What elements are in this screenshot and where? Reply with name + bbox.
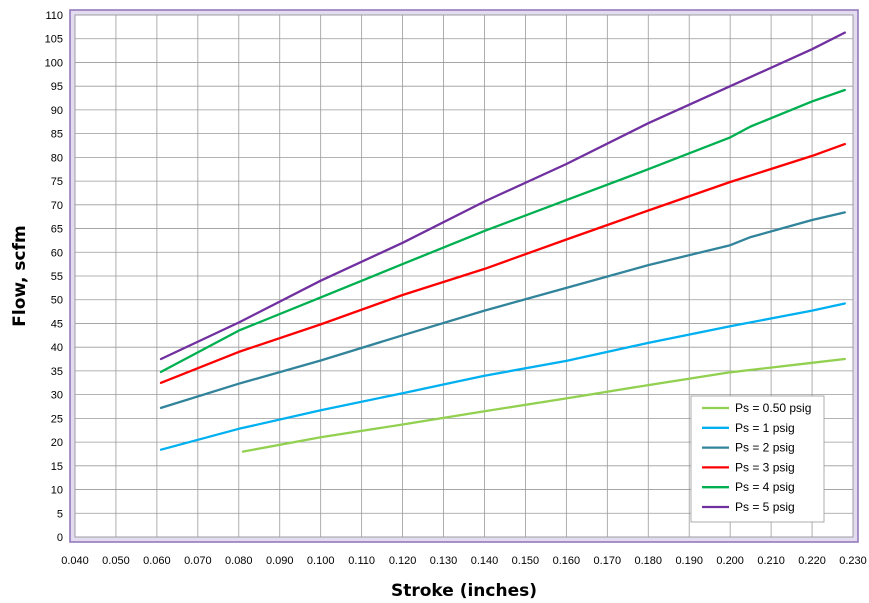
- y-tick-label: 50: [51, 295, 63, 307]
- x-tick-label: 0.200: [716, 555, 744, 567]
- y-tick-label: 80: [51, 152, 63, 164]
- x-tick-label: 0.120: [389, 555, 417, 567]
- legend: Ps = 0.50 psig Ps = 1 psig Ps = 2 psig Ps =…: [690, 395, 825, 523]
- y-tick-label: 105: [45, 34, 63, 46]
- x-axis-title: Stroke (inches): [391, 581, 537, 601]
- y-tick-label: 10: [51, 485, 63, 497]
- x-tick-label: 0.080: [225, 555, 253, 567]
- x-tick-label: 0.070: [184, 555, 212, 567]
- x-tick-label: 0.100: [307, 555, 335, 567]
- y-tick-label: 30: [51, 390, 63, 402]
- y-tick-label: 35: [51, 366, 63, 378]
- grid-lines: [74, 14, 854, 538]
- legend-label: Ps = 4 psig: [735, 480, 795, 494]
- series-line-2: [159, 211, 846, 410]
- legend-label: Ps = 2 psig: [735, 441, 795, 455]
- series-line-3: [159, 142, 846, 384]
- series-line-5: [159, 31, 846, 361]
- y-tick-label: 60: [51, 247, 63, 259]
- y-tick-label: 20: [51, 437, 63, 449]
- x-tick-label: 0.220: [798, 555, 826, 567]
- series-lines: [159, 31, 846, 453]
- y-tick-label: 70: [51, 200, 63, 212]
- y-tick-label: 45: [51, 318, 63, 330]
- y-tick-label: 100: [45, 57, 63, 69]
- y-tick-label: 0: [57, 532, 63, 544]
- x-tick-label: 0.040: [61, 555, 89, 567]
- x-tick-label: 0.190: [675, 555, 703, 567]
- x-tick-label: 0.130: [430, 555, 458, 567]
- y-tick-label: 55: [51, 271, 63, 283]
- y-tick-label: 5: [57, 508, 63, 520]
- y-tick-label: 65: [51, 224, 63, 236]
- x-tick-label: 0.140: [471, 555, 499, 567]
- x-tick-label: 0.180: [634, 555, 662, 567]
- legend-label: Ps = 5 psig: [735, 500, 795, 514]
- x-tick-label: 0.050: [102, 555, 130, 567]
- y-tick-label: 40: [51, 342, 63, 354]
- legend-label: Ps = 3 psig: [735, 460, 795, 474]
- x-tick-label: 0.060: [143, 555, 171, 567]
- y-tick-label: 15: [51, 461, 63, 473]
- legend-label: Ps = 1 psig: [735, 421, 795, 435]
- x-tick-labels: 0.040 0.050 0.060 0.070 0.080 0.090 0.100 0.110…: [61, 555, 867, 567]
- x-tick-label: 0.110: [348, 555, 375, 567]
- legend-label: Ps = 0.50 psig: [735, 401, 811, 415]
- legend-box: [690, 395, 825, 523]
- y-tick-labels: 0 5 10 15 20 25 30 35 40 45 50 55 60 65 70 75 80 85 90 95 10…: [45, 10, 63, 544]
- series-line-0: [241, 357, 846, 453]
- x-tick-label: 0.230: [839, 555, 867, 567]
- x-tick-label: 0.150: [512, 555, 540, 567]
- x-tick-label: 0.090: [266, 555, 294, 567]
- series-line-4: [159, 88, 846, 374]
- x-tick-label: 0.210: [757, 555, 785, 567]
- y-tick-label: 75: [51, 176, 63, 188]
- x-tick-label: 0.170: [594, 555, 622, 567]
- y-tick-label: 95: [51, 81, 63, 93]
- y-tick-label: 85: [51, 129, 63, 141]
- y-tick-label: 110: [45, 10, 63, 22]
- x-tick-label: 0.160: [553, 555, 581, 567]
- y-tick-label: 25: [51, 413, 63, 425]
- y-axis-title: Flow, scfm: [10, 225, 30, 326]
- y-tick-label: 90: [51, 105, 63, 117]
- series-line-1: [159, 302, 846, 451]
